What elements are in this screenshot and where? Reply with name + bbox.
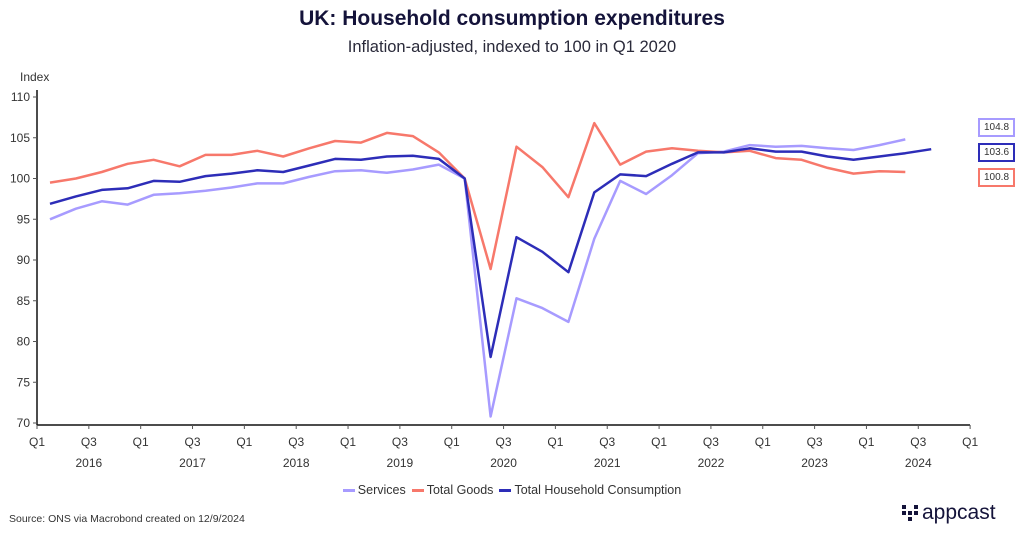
x-year-label: 2018 [283, 456, 310, 470]
x-tick-label: Q3 [288, 435, 304, 449]
y-tick-label: 95 [17, 212, 31, 226]
x-year-label: 2024 [905, 456, 932, 470]
x-tick-label: Q3 [807, 435, 823, 449]
legend-swatch [342, 489, 355, 493]
x-tick-label: Q3 [496, 435, 512, 449]
chart-subtitle: Inflation-adjusted, indexed to 100 in Q1… [347, 38, 677, 56]
x-tick-label: Q1 [651, 435, 667, 449]
y-tick-label: 70 [17, 416, 31, 430]
x-tick-label: Q3 [81, 435, 97, 449]
x-tick-label: Q1 [962, 435, 978, 449]
y-tick-label: 85 [17, 294, 31, 308]
legend-item: Total Household Consumption [499, 483, 681, 497]
x-year-label: 2020 [490, 456, 517, 470]
logo-mark-icon [902, 505, 918, 521]
y-tick-label: 110 [11, 90, 30, 104]
legend-item: Services [342, 483, 406, 497]
x-tick-label: Q1 [133, 435, 149, 449]
y-tick-label: 100 [10, 172, 30, 186]
end-label: 104.8 [978, 118, 1016, 137]
x-year-label: 2022 [698, 456, 725, 470]
x-year-label: 2019 [387, 456, 414, 470]
y-tick-label: 90 [17, 253, 31, 267]
series-line-services [49, 138, 906, 418]
x-tick-label: Q1 [444, 435, 460, 449]
series-line-total-goods [49, 121, 906, 271]
x-tick-label: Q3 [599, 435, 615, 449]
legend-label: Total Goods [426, 483, 494, 497]
legend-item: Total Goods [411, 483, 494, 497]
y-tick-label: 80 [17, 335, 31, 349]
legend-swatch [411, 489, 424, 493]
x-tick-label: Q3 [392, 435, 408, 449]
x-year-label: 2017 [179, 456, 206, 470]
chart-title: UK: Household consumption expenditures [299, 7, 725, 30]
x-tick-label: Q1 [236, 435, 252, 449]
line-chart: 110 105 100 95 90 85 80 75 70 Q1 Q3 2016 Q1 Q3 2017 Q1 Q… [10, 90, 978, 470]
series-line-total-household-consumption [49, 147, 932, 359]
legend-label: Total Household Consumption [514, 483, 682, 497]
x-tick-label: Q1 [340, 435, 356, 449]
y-tick-label: 105 [10, 131, 30, 145]
x-year-label: 2023 [801, 456, 828, 470]
x-tick-label: Q1 [858, 435, 874, 449]
end-label: 103.6 [978, 143, 1016, 162]
x-tick-label: Q1 [755, 435, 771, 449]
legend: Services Total Goods Total Household Consu… [0, 483, 1024, 497]
x-year-label: 2021 [594, 456, 621, 470]
y-tick-label: 75 [17, 375, 31, 389]
x-tick-label: Q3 [910, 435, 926, 449]
source-note: Source: ONS via Macrobond created on 12/… [9, 513, 245, 525]
y-axis-label: Index [20, 70, 50, 84]
x-year-label: 2016 [75, 456, 102, 470]
logo-text: appcast [922, 501, 996, 524]
x-tick-label: Q1 [29, 435, 45, 449]
x-tick-label: Q3 [703, 435, 719, 449]
legend-label: Services [357, 483, 406, 497]
x-tick-label: Q3 [185, 435, 201, 449]
x-tick-label: Q1 [547, 435, 563, 449]
appcast-logo: appcast [902, 501, 996, 525]
legend-swatch [499, 489, 512, 493]
end-label: 100.8 [978, 168, 1016, 187]
